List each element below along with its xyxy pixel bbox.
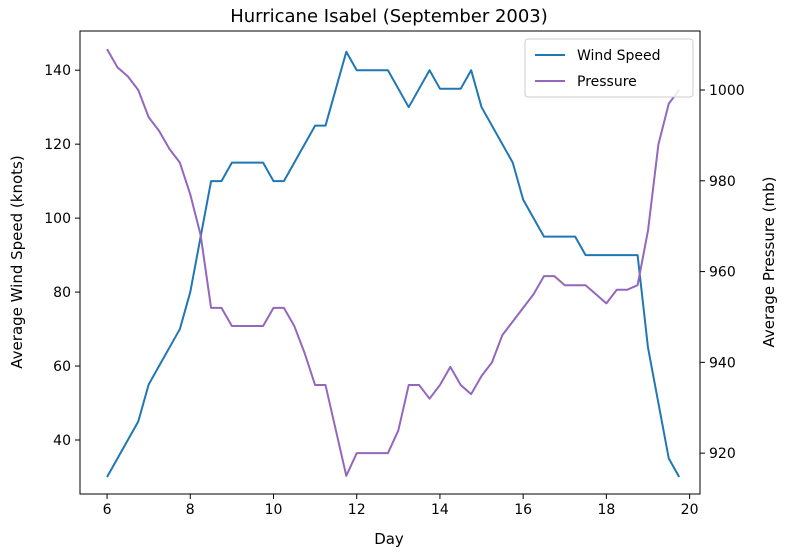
right-y-tick-label: 940 <box>709 355 736 371</box>
x-tick-label: 18 <box>597 502 615 518</box>
x-tick-label: 20 <box>681 502 699 518</box>
left-y-tick-label: 40 <box>53 433 71 449</box>
x-tick-label: 14 <box>431 502 449 518</box>
plot-area: 6 8 10 12 14 16 18 20 40 60 80 100 120 140 920 940 960 98… <box>44 30 745 518</box>
series-line-1 <box>106 48 680 477</box>
left-y-tick-label: 140 <box>44 63 71 79</box>
right-y-tick-label: 980 <box>709 174 736 190</box>
left-y-axis-label: Average Wind Speed (knots) <box>8 155 26 368</box>
x-tick-label: 12 <box>348 502 366 518</box>
plot-frame <box>79 30 701 495</box>
x-tick-label: 8 <box>186 502 195 518</box>
right-y-tick-label: 920 <box>709 446 736 462</box>
x-tick-label: 6 <box>103 502 112 518</box>
x-tick-label: 10 <box>265 502 283 518</box>
legend-box <box>524 38 694 98</box>
right-y-tick-label: 960 <box>709 265 736 281</box>
series-line-0 <box>106 50 681 478</box>
x-tick-label: 16 <box>514 502 532 518</box>
right-y-axis-label: Average Pressure (mb) <box>760 176 778 347</box>
right-y-tick-label: 1000 <box>709 83 745 99</box>
legend-label-0: Wind Speed <box>577 48 661 64</box>
legend-label-1: Pressure <box>577 74 637 90</box>
x-axis-label: Day <box>374 530 404 548</box>
left-y-tick-label: 100 <box>44 211 71 227</box>
left-y-tick-label: 60 <box>53 359 71 375</box>
chart-title: Hurricane Isabel (September 2003) <box>230 6 548 27</box>
left-y-tick-label: 120 <box>44 137 71 153</box>
left-y-tick-label: 80 <box>53 285 71 301</box>
legend: Wind Speed Pressure <box>524 38 694 98</box>
